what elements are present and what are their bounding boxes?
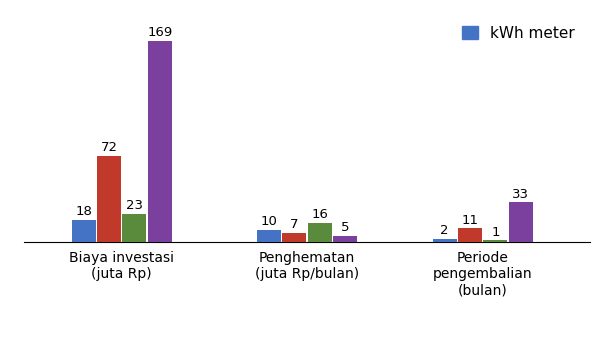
Text: 169: 169 xyxy=(147,26,172,39)
Legend: kWh meter: kWh meter xyxy=(455,18,582,48)
Bar xyxy=(257,230,281,241)
Bar xyxy=(458,228,482,242)
Bar xyxy=(433,239,457,241)
Bar xyxy=(72,220,96,242)
Text: 18: 18 xyxy=(75,205,92,218)
Text: 23: 23 xyxy=(126,199,143,213)
Text: 72: 72 xyxy=(101,141,117,154)
Bar xyxy=(509,203,533,242)
Bar xyxy=(97,156,121,241)
Bar xyxy=(308,223,332,242)
Text: 11: 11 xyxy=(462,214,479,227)
Text: 16: 16 xyxy=(311,208,328,221)
Text: 2: 2 xyxy=(440,224,449,237)
Bar xyxy=(282,233,306,242)
Text: 10: 10 xyxy=(261,215,278,228)
Bar xyxy=(483,240,507,241)
Text: 33: 33 xyxy=(512,188,529,200)
Bar xyxy=(122,214,146,242)
Bar xyxy=(333,236,357,242)
Text: 7: 7 xyxy=(290,218,299,231)
Text: 5: 5 xyxy=(341,221,349,234)
Bar xyxy=(147,41,172,242)
Text: 1: 1 xyxy=(491,226,500,238)
